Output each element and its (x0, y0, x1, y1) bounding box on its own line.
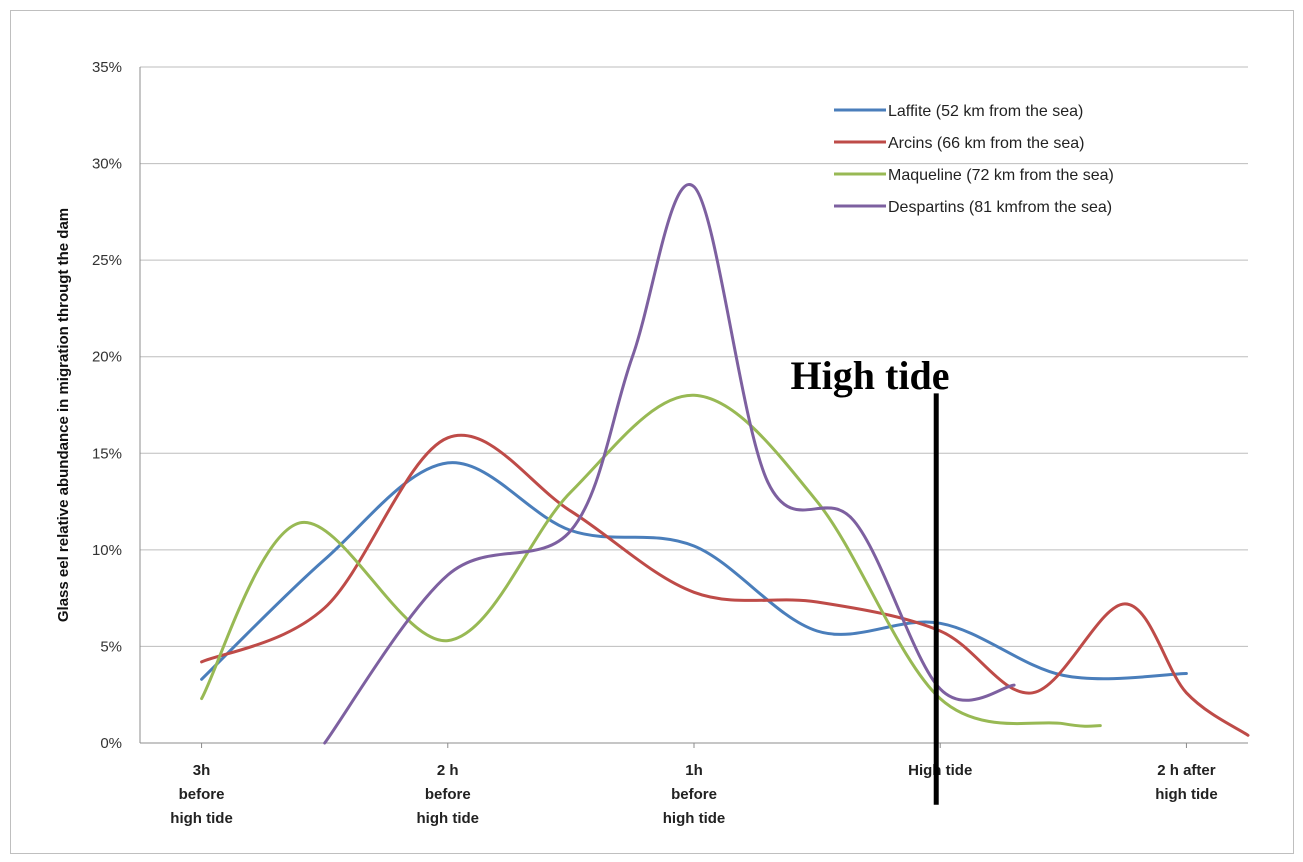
legend-entry: Despartins (81 kmfrom the sea) (888, 199, 1112, 216)
legend-entry: Laffite (52 km from the sea) (888, 103, 1083, 120)
x-tick-label-line: 3h (193, 762, 211, 779)
x-tick-labels: 3h before high tide 2 h before high tide 1h bef… (170, 743, 1217, 827)
x-tick-label-line: 2 h after (1157, 762, 1216, 779)
x-tick-label-line: high tide (170, 810, 233, 827)
x-tick-label: 1h before high tide (663, 762, 726, 827)
x-tick-label: 2 h after high tide (1155, 762, 1218, 803)
y-tick-label: 30% (92, 156, 122, 173)
x-tick-label: 3h before high tide (170, 762, 233, 827)
y-tick-label: 25% (92, 252, 122, 269)
legend-entry: Maqueline (72 km from the sea) (888, 167, 1114, 184)
high-tide-annotation: High tide (791, 353, 950, 398)
legend: Laffite (52 km from the sea) Arcins (66 k… (834, 103, 1114, 216)
y-tick-label: 0% (100, 735, 122, 752)
legend-entry: Arcins (66 km from the sea) (888, 135, 1085, 152)
annotations: High tide (791, 353, 950, 805)
y-tick-label: 35% (92, 59, 122, 76)
y-tick-label: 15% (92, 445, 122, 462)
y-tick-labels: 0% 5% 10% 15% 20% 25% 30% 35% (92, 59, 122, 752)
x-tick-label-line: high tide (417, 810, 480, 827)
x-tick-label: High tide (908, 762, 972, 779)
x-tick-label-line: 2 h (437, 762, 459, 779)
y-tick-label: 20% (92, 349, 122, 366)
series-lines (202, 185, 1248, 743)
y-axis-label: Glass eel relative abundance in migratio… (55, 208, 72, 622)
x-tick-label-line: High tide (908, 762, 972, 779)
x-tick-label: 2 h before high tide (417, 762, 480, 827)
x-tick-label-line: before (671, 786, 717, 803)
x-tick-label-line: before (179, 786, 225, 803)
x-tick-label-line: 1h (685, 762, 703, 779)
series-line-3 (202, 395, 1101, 726)
x-tick-label-line: high tide (1155, 786, 1218, 803)
x-tick-label-line: high tide (663, 810, 726, 827)
y-tick-label: 5% (100, 638, 122, 655)
x-tick-label-line: before (425, 786, 471, 803)
y-tick-label: 10% (92, 542, 122, 559)
